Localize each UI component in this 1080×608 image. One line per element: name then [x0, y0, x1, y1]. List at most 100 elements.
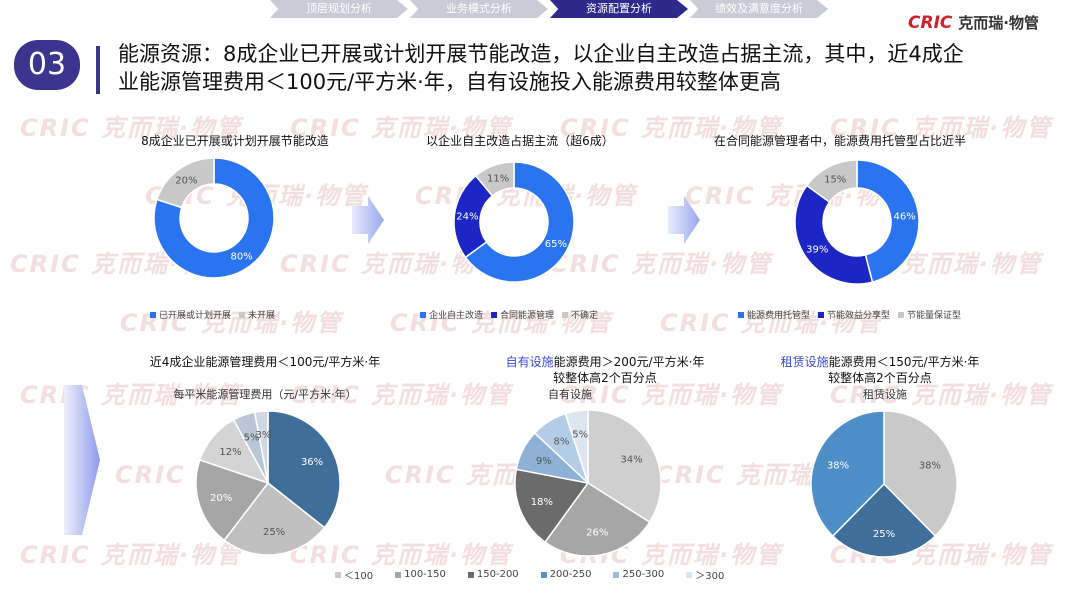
chart6-slice-1: [831, 482, 937, 558]
legend-label: 100-150: [404, 569, 446, 580]
chart6-title-rest: 能源费用＜150元/平方米·年: [828, 355, 980, 369]
chart1-slice-1: [155, 157, 215, 209]
chart5-label-5: 5%: [572, 429, 588, 440]
chart3-slice-1: [794, 184, 874, 285]
chart3-slice-0: [856, 159, 920, 283]
legend-label: 不确定: [571, 311, 599, 321]
chart1-legend-item: 未开展: [239, 308, 275, 321]
watermark: CRIC 克而瑞·物管: [830, 114, 1053, 142]
legend-swatch: [562, 311, 569, 318]
chart5-subtitle: 自有设施: [548, 388, 592, 401]
legend-swatch: [239, 311, 246, 318]
legend-label: 未开展: [248, 311, 276, 321]
title-accent-bar: [96, 46, 100, 94]
legend-label: 企业自主改造: [429, 311, 484, 321]
bottom-legend-item: 100-150: [395, 569, 446, 580]
legend-label: 节能量保证型: [907, 311, 962, 321]
chart4-slice-1: [223, 481, 326, 556]
chart5-slice-2: [514, 468, 590, 544]
page-title-line2: 业能源管理费用＜100元/平方米·年，自有设施投入能源费用较整体更高: [118, 70, 781, 94]
chart5-label-0: 34%: [620, 455, 642, 466]
chart4-slice-5: [253, 410, 269, 484]
watermark: CRIC 克而瑞·物管: [660, 309, 883, 337]
legend-swatch: [898, 311, 905, 318]
chart3-legend-item: 能源费用托管型: [738, 308, 810, 321]
chart5-label-2: 18%: [531, 497, 553, 508]
bottom-legend-item: ＞300: [686, 567, 724, 582]
chart3-legend: 能源费用托管型 节能效益分享型 节能量保证型: [738, 308, 961, 321]
nav-tab-performance[interactable]: 绩效及满意度分析: [690, 0, 828, 18]
legend-swatch: [420, 311, 426, 318]
bottom-legend-item: 250-300: [613, 569, 664, 580]
watermark: CRIC 克而瑞·物管: [550, 250, 773, 278]
chart6-slice-0: [883, 410, 958, 538]
section-nav: 顶层规划分析 业务模式分析 资源配置分析 绩效及满意度分析: [270, 0, 830, 18]
chart3-label-2: 15%: [824, 175, 846, 186]
legend-label: 250-300: [622, 569, 665, 580]
chart4-subtitle: 每平米能源管理费用（元/平方米·年）: [173, 388, 357, 401]
chart6-title: 租赁设施能源费用＜150元/平方米·年: [745, 353, 1015, 370]
chart6-label-2: 38%: [827, 461, 849, 472]
cric-logo: CRIC 克而瑞·物管: [908, 12, 1039, 33]
chart3-label-1: 39%: [806, 244, 828, 255]
bottom-legend-item: 200-250: [540, 569, 592, 580]
chart2-slice-0: [464, 161, 575, 283]
chart2-legend-item: 企业自主改造: [420, 308, 483, 321]
chart5-label-4: 8%: [553, 437, 569, 448]
chart3-title: 在合同能源管理者中，能源费用托管型占比近半: [713, 134, 966, 148]
chart2-legend-item: 合同能源管理: [491, 308, 554, 321]
chart3-legend-item: 节能效益分享型: [818, 308, 890, 321]
chart4-label-1: 25%: [263, 527, 285, 538]
flow-arrow-icon: [668, 196, 700, 244]
chart5-title-line2: 较整体高2个百分点: [553, 371, 657, 385]
chart5-slice-1: [544, 481, 651, 557]
legend-label: 合同能源管理: [500, 311, 555, 321]
chart4-label-2: 20%: [210, 493, 232, 504]
legend-swatch: [818, 311, 825, 318]
chart2-label-0: 65%: [545, 239, 567, 250]
chart4-label-5: 3%: [256, 430, 272, 441]
legend-label: 200-250: [549, 569, 592, 580]
bottom-legend: ＜100 100-150 150-200 200-250 250-300 ＞300: [335, 567, 724, 582]
chart4-label-4: 5%: [244, 432, 260, 443]
chart6-label-1: 25%: [873, 529, 895, 540]
chart3-legend-item: 节能量保证型: [898, 308, 961, 321]
chart3-slice-2: [805, 159, 858, 204]
nav-tab-top-planning[interactable]: 顶层规划分析: [270, 0, 408, 18]
nav-tab-business-model[interactable]: 业务模式分析: [410, 0, 548, 18]
down-arrow-icon: [64, 385, 100, 535]
watermark: CRIC 克而瑞·物管: [120, 309, 343, 337]
chart6-title-highlight: 租赁设施: [780, 355, 829, 369]
logo-name: 克而瑞·物管: [958, 14, 1039, 32]
chart1-label-0: 80%: [231, 252, 253, 263]
nav-tab-resource-allocation[interactable]: 资源配置分析: [550, 0, 688, 18]
legend-swatch: [738, 311, 744, 318]
legend-swatch: [395, 571, 402, 578]
watermark: CRIC 克而瑞·物管: [20, 541, 243, 569]
chart1-label-1: 20%: [175, 175, 197, 186]
chart1-slice-0: [153, 157, 275, 279]
chart4-label-3: 12%: [219, 447, 241, 458]
watermark: CRIC 克而瑞·物管: [390, 309, 613, 337]
watermark: CRIC 克而瑞·物管: [20, 114, 243, 142]
chart3-label-0: 46%: [894, 211, 916, 222]
legend-label: ＞300: [695, 571, 725, 582]
watermark: CRIC 克而瑞·物管: [290, 541, 513, 569]
chart1-title: 8成企业已开展或计划开展节能改造: [141, 134, 329, 148]
watermark: CRIC 克而瑞·物管: [290, 381, 513, 409]
legend-swatch: [613, 571, 620, 578]
bottom-legend-item: ＜100: [335, 567, 373, 582]
watermark: CRIC 克而瑞·物管: [20, 381, 243, 409]
legend-swatch: [686, 571, 693, 578]
chart6-label-0: 38%: [919, 461, 941, 472]
chart4-slice-2: [195, 458, 270, 542]
page-title: 能源资源：8成企业已开展或计划开展节能改造，以企业自主改造占据主流，其中，近4成…: [118, 40, 1038, 96]
legend-label: 能源费用托管型: [747, 311, 811, 321]
legend-swatch: [540, 571, 547, 578]
chart2-legend-item: 不确定: [562, 308, 598, 321]
legend-swatch: [335, 571, 341, 578]
chart5-slice-5: [564, 409, 589, 484]
chart4-slice-0: [267, 410, 341, 529]
chart5-label-1: 26%: [586, 527, 608, 538]
flow-arrow-icon: [352, 196, 384, 244]
